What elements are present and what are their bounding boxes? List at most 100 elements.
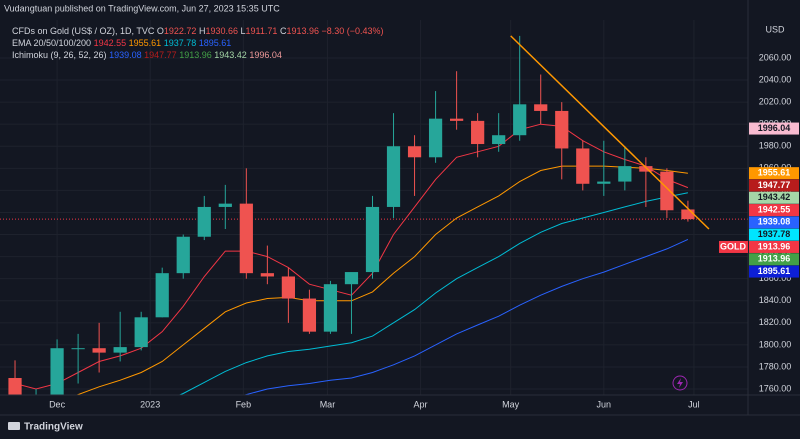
logo-mark [8, 422, 20, 430]
price-label-box [749, 228, 799, 241]
ichimoku-value: 1939.08 [109, 50, 142, 60]
candle-body [302, 298, 317, 332]
legend-row: CFDs on Gold (US$ / OZ), 1D, TVC O1922.7… [12, 26, 384, 36]
x-tick-label: May [502, 399, 520, 409]
candle-body [50, 348, 64, 395]
candle-body [555, 110, 569, 149]
price-label: 1895.61 [758, 266, 791, 276]
candle-body [639, 166, 653, 172]
candle-body [428, 118, 443, 158]
ichimoku-value: 1996.04 [249, 50, 282, 60]
candle-body [681, 209, 695, 220]
candle-body [513, 104, 527, 136]
price-label-box [749, 179, 799, 192]
change: −8.30 (−0.43%) [322, 26, 384, 36]
candle-body [239, 203, 253, 274]
price-label-box [749, 253, 799, 266]
price-label: 1939.08 [758, 217, 791, 227]
candle-body [176, 236, 190, 274]
price-label-box [749, 265, 799, 278]
y-tick-label: 1840.00 [759, 295, 792, 305]
price-label: 1913.96 [758, 241, 791, 251]
candle-body [260, 273, 274, 277]
candle-body [386, 146, 401, 207]
candle-body [281, 276, 295, 299]
plot-area [0, 35, 748, 395]
ohlc-value: 1911.71 [246, 26, 278, 36]
y-tick-label: 1860.00 [759, 273, 792, 283]
legend: CFDs on Gold (US$ / OZ), 1D, TVC O1922.7… [12, 26, 384, 60]
price-label-box [749, 122, 799, 135]
candle-body [155, 273, 169, 318]
ichimoku-value: 1943.42 [214, 50, 247, 60]
y-tick-label: 1980.00 [759, 141, 792, 151]
ema-value: 1942.55 [94, 38, 127, 48]
price-label-box [749, 216, 799, 229]
candle-body [471, 120, 485, 145]
footer-logo: TradingView [8, 422, 83, 433]
y-tick-label: 1780.00 [759, 361, 792, 371]
y-tick-label: 1760.00 [759, 383, 792, 393]
ichimoku-value: 1947.77 [144, 50, 177, 60]
candle-body [660, 171, 674, 211]
candle-body [8, 378, 22, 395]
icon-circle[interactable] [672, 375, 688, 391]
legend-row: Ichimoku (9, 26, 52, 26) 1939.08 1947.77… [12, 50, 282, 60]
price-label-name: GOLD [720, 241, 746, 251]
ohlc-value: 1913.96 [286, 26, 319, 36]
price-label-box [749, 191, 799, 204]
price-label-box [749, 240, 799, 253]
y-tick-label: 2020.00 [759, 96, 792, 106]
x-tick-label: Dec [49, 399, 66, 409]
brand: TradingView [24, 422, 83, 433]
currency: USD [765, 24, 785, 34]
candle-body [576, 148, 590, 184]
candle-body [92, 348, 106, 353]
x-tick-label: Jun [597, 399, 612, 409]
ohlc-label: O [157, 26, 164, 36]
x-tick-label: Mar [320, 399, 336, 409]
ema-line [242, 238, 689, 395]
axes: 1760.00 1780.00 1800.00 1820.00 1840.00 1860.… [49, 52, 799, 409]
y-tick-label: 2060.00 [759, 52, 792, 62]
ichimoku-value: 1913.96 [179, 50, 212, 60]
price-label: 1943.42 [758, 192, 791, 202]
ema-value: 1895.61 [199, 38, 232, 48]
candle-body [365, 206, 380, 273]
candle-body [618, 166, 632, 182]
x-tick-label: Apr [414, 399, 428, 409]
candle-body [218, 203, 232, 207]
ohlc-value: 1922.72 [164, 26, 197, 36]
flash-icon[interactable] [672, 375, 688, 391]
candle-body [323, 284, 338, 332]
candle-body [344, 272, 359, 285]
price-label-box [749, 204, 799, 217]
ohlc-label: L [241, 26, 246, 36]
ohlc-label: C [280, 26, 287, 36]
x-tick-label: Jul [688, 399, 700, 409]
ichimoku-title: Ichimoku (9, 26, 52, 26) [12, 50, 107, 60]
candle-body [450, 118, 464, 121]
price-label: 1937.78 [758, 229, 791, 239]
icon-bolt[interactable] [677, 378, 683, 388]
symbol: CFDs on Gold (US$ / OZ), 1D, TVC [12, 26, 155, 36]
legend-row: EMA 20/50/100/200 1942.55 1955.61 1937.7… [12, 38, 231, 48]
x-tick-label: 2023 [140, 399, 160, 409]
ema-value: 1937.78 [164, 38, 197, 48]
x-tick-label: Feb [236, 399, 252, 409]
ohlc-label: H [199, 26, 206, 36]
candle-body [197, 206, 211, 237]
price-label: 1913.96 [758, 254, 791, 264]
y-tick-label: 1820.00 [759, 317, 792, 327]
price-label: 1942.55 [758, 204, 791, 214]
price-label: 1947.77 [758, 180, 791, 190]
y-tick-label: 1800.00 [759, 339, 792, 349]
candle-body [492, 135, 506, 145]
candle-body [597, 181, 611, 184]
y-tick-label: 2040.00 [759, 74, 792, 84]
ema-title: EMA 20/50/100/200 [12, 38, 91, 48]
candle-body [71, 348, 85, 350]
ema-line [178, 192, 688, 395]
candle-body [113, 347, 127, 353]
